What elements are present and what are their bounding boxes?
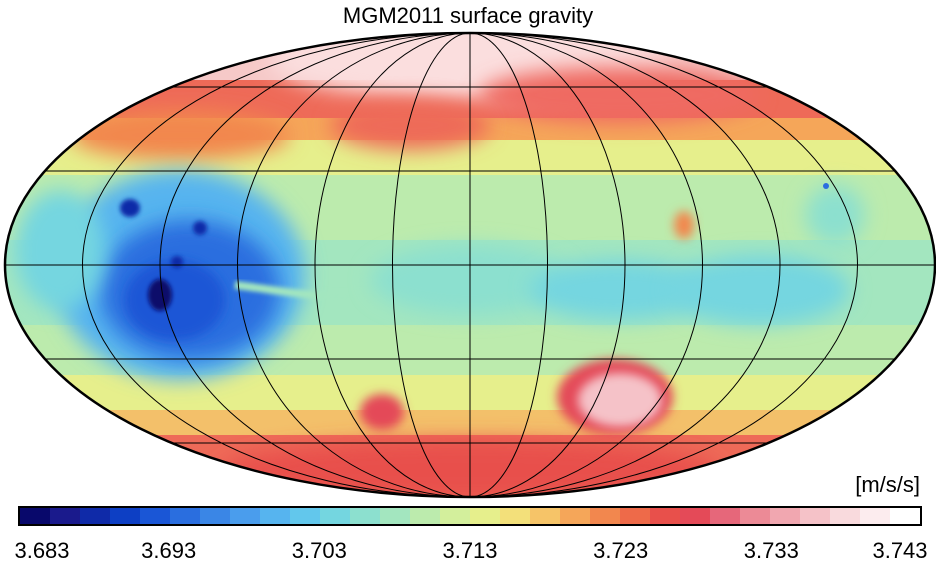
colorbar-swatch [50,508,80,524]
colorbar-swatch [530,508,560,524]
colorbar-swatch [590,508,620,524]
colorbar-swatch [290,508,320,524]
map-title: MGM2011 surface gravity [342,3,594,28]
colorbar-tick-label: 3.713 [442,538,498,563]
colorbar-swatch [770,508,800,524]
graticule [5,33,935,497]
colorbar-swatch [890,508,920,524]
colorbar-swatch [830,508,860,524]
colorbar-swatch [350,508,380,524]
colorbar-swatch [200,508,230,524]
unit-label: [m/s/s] [855,472,920,497]
colorbar-swatch [860,508,890,524]
meridian-60 [314,33,626,497]
colorbar-swatch [440,508,470,524]
meridian-120 [159,33,781,497]
colorbar-swatch [560,508,590,524]
colorbar-tick-label: 3.743 [872,538,928,563]
colorbar-swatch [140,508,170,524]
colorbar-tick-label: 3.703 [291,538,347,563]
colorbar-swatch [620,508,650,524]
colorbar-swatch [680,508,710,524]
colorbar-swatch [740,508,770,524]
colorbar-swatch [260,508,290,524]
colorbar-swatch [800,508,830,524]
meridian-150 [82,33,858,497]
colorbar-swatch [170,508,200,524]
colorbar-tick-label: 3.733 [743,538,799,563]
colorbar-swatch [470,508,500,524]
colorbar-swatch [380,508,410,524]
colorbar-swatch [500,508,530,524]
colorbar-swatch [80,508,110,524]
colorbar [18,506,922,526]
colorbar-swatch [710,508,740,524]
meridian-90 [237,33,703,497]
gravity-map [3,31,936,499]
colorbar-swatch [410,508,440,524]
colorbar-swatch [110,508,140,524]
colorbar-swatch [230,508,260,524]
colorbar-swatch [20,508,50,524]
colorbar-swatch [320,508,350,524]
map-outline [3,31,936,499]
colorbar-tick-label: 3.683 [14,538,70,563]
colorbar-swatch [650,508,680,524]
meridian-30 [392,33,548,497]
colorbar-tick-label: 3.693 [141,538,197,563]
colorbar-tick-label: 3.723 [593,538,649,563]
